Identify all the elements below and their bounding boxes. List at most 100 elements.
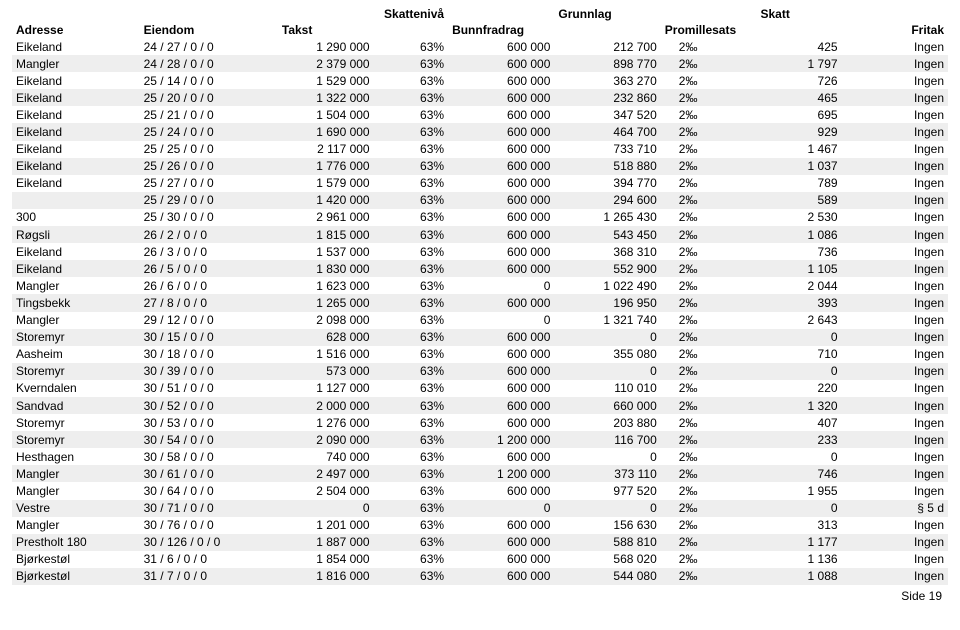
cell-sats: 2‰ <box>661 89 757 106</box>
table-row: Storemyr30 / 53 / 0 / 01 276 00063%600 0… <box>12 414 948 431</box>
cell-bunn: 0 <box>448 312 554 329</box>
cell-takst: 1 537 000 <box>278 243 374 260</box>
cell-adresse: Eikeland <box>12 89 140 106</box>
cell-nivaa: 63% <box>374 277 448 294</box>
cell-sats: 2‰ <box>661 482 757 499</box>
cell-eiendom: 26 / 3 / 0 / 0 <box>140 243 278 260</box>
cell-eiendom: 30 / 58 / 0 / 0 <box>140 448 278 465</box>
cell-adresse: Eikeland <box>12 141 140 158</box>
cell-nivaa: 63% <box>374 482 448 499</box>
cell-takst: 0 <box>278 500 374 517</box>
cell-fritak: Ingen <box>842 312 948 329</box>
cell-eiendom: 30 / 51 / 0 / 0 <box>140 380 278 397</box>
cell-grunn: 0 <box>554 363 660 380</box>
cell-sats: 2‰ <box>661 55 757 72</box>
cell-eiendom: 25 / 21 / 0 / 0 <box>140 106 278 123</box>
cell-adresse: Eikeland <box>12 106 140 123</box>
cell-sats: 2‰ <box>661 517 757 534</box>
cell-bunn: 600 000 <box>448 551 554 568</box>
cell-nivaa: 63% <box>374 158 448 175</box>
cell-takst: 1 830 000 <box>278 260 374 277</box>
cell-adresse: Hesthagen <box>12 448 140 465</box>
cell-eiendom: 30 / 39 / 0 / 0 <box>140 363 278 380</box>
cell-grunn: 552 900 <box>554 260 660 277</box>
cell-bunn: 600 000 <box>448 380 554 397</box>
cell-bunn: 600 000 <box>448 38 554 55</box>
col-header-skatt: Skatt <box>757 6 842 22</box>
table-row: Eikeland24 / 27 / 0 / 01 290 00063%600 0… <box>12 38 948 55</box>
cell-eiendom: 25 / 24 / 0 / 0 <box>140 123 278 140</box>
cell-fritak: Ingen <box>842 482 948 499</box>
cell-skatt: 0 <box>757 329 842 346</box>
cell-takst: 1 290 000 <box>278 38 374 55</box>
cell-takst: 1 690 000 <box>278 123 374 140</box>
cell-skatt: 1 086 <box>757 226 842 243</box>
cell-skatt: 1 105 <box>757 260 842 277</box>
cell-nivaa: 63% <box>374 38 448 55</box>
cell-fritak: Ingen <box>842 551 948 568</box>
cell-adresse: Storemyr <box>12 329 140 346</box>
cell-adresse: Prestholt 180 <box>12 534 140 551</box>
cell-eiendom: 24 / 27 / 0 / 0 <box>140 38 278 55</box>
cell-skatt: 929 <box>757 123 842 140</box>
cell-nivaa: 63% <box>374 534 448 551</box>
cell-nivaa: 63% <box>374 448 448 465</box>
cell-nivaa: 63% <box>374 106 448 123</box>
cell-sats: 2‰ <box>661 312 757 329</box>
cell-bunn: 600 000 <box>448 209 554 226</box>
col-header-eiendom: Eiendom <box>140 22 278 38</box>
cell-bunn: 600 000 <box>448 158 554 175</box>
cell-skatt: 2 530 <box>757 209 842 226</box>
cell-bunn: 600 000 <box>448 260 554 277</box>
cell-sats: 2‰ <box>661 551 757 568</box>
cell-sats: 2‰ <box>661 192 757 209</box>
table-row: Eikeland26 / 3 / 0 / 01 537 00063%600 00… <box>12 243 948 260</box>
cell-sats: 2‰ <box>661 431 757 448</box>
cell-skatt: 220 <box>757 380 842 397</box>
cell-eiendom: 25 / 14 / 0 / 0 <box>140 72 278 89</box>
cell-adresse: Vestre <box>12 500 140 517</box>
table-row: Kverndalen30 / 51 / 0 / 01 127 00063%600… <box>12 380 948 397</box>
cell-eiendom: 30 / 52 / 0 / 0 <box>140 397 278 414</box>
cell-grunn: 373 110 <box>554 465 660 482</box>
cell-takst: 2 379 000 <box>278 55 374 72</box>
cell-takst: 1 623 000 <box>278 277 374 294</box>
cell-nivaa: 63% <box>374 329 448 346</box>
cell-nivaa: 63% <box>374 226 448 243</box>
cell-fritak: Ingen <box>842 329 948 346</box>
table-row: Røgsli26 / 2 / 0 / 01 815 00063%600 0005… <box>12 226 948 243</box>
cell-sats: 2‰ <box>661 123 757 140</box>
cell-adresse: Sandvad <box>12 397 140 414</box>
cell-adresse: Mangler <box>12 465 140 482</box>
cell-takst: 2 497 000 <box>278 465 374 482</box>
cell-fritak: Ingen <box>842 294 948 311</box>
cell-grunn: 1 265 430 <box>554 209 660 226</box>
table-row: Mangler26 / 6 / 0 / 01 623 00063%01 022 … <box>12 277 948 294</box>
cell-adresse: Aasheim <box>12 346 140 363</box>
cell-adresse: Bjørkestøl <box>12 551 140 568</box>
cell-fritak: Ingen <box>842 141 948 158</box>
cell-takst: 1 776 000 <box>278 158 374 175</box>
cell-sats: 2‰ <box>661 346 757 363</box>
cell-sats: 2‰ <box>661 397 757 414</box>
cell-sats: 2‰ <box>661 72 757 89</box>
cell-takst: 1 815 000 <box>278 226 374 243</box>
cell-eiendom: 25 / 25 / 0 / 0 <box>140 141 278 158</box>
cell-grunn: 733 710 <box>554 141 660 158</box>
cell-bunn: 1 200 000 <box>448 431 554 448</box>
cell-fritak: Ingen <box>842 517 948 534</box>
cell-eiendom: 26 / 2 / 0 / 0 <box>140 226 278 243</box>
cell-fritak: Ingen <box>842 192 948 209</box>
table-row: Bjørkestøl31 / 7 / 0 / 01 816 00063%600 … <box>12 568 948 585</box>
cell-bunn: 600 000 <box>448 534 554 551</box>
cell-takst: 2 961 000 <box>278 209 374 226</box>
cell-takst: 2 098 000 <box>278 312 374 329</box>
cell-grunn: 544 080 <box>554 568 660 585</box>
cell-skatt: 0 <box>757 500 842 517</box>
cell-takst: 1 516 000 <box>278 346 374 363</box>
cell-sats: 2‰ <box>661 260 757 277</box>
cell-bunn: 600 000 <box>448 294 554 311</box>
table-row: Mangler30 / 76 / 0 / 01 201 00063%600 00… <box>12 517 948 534</box>
cell-takst: 1 816 000 <box>278 568 374 585</box>
cell-eiendom: 24 / 28 / 0 / 0 <box>140 55 278 72</box>
